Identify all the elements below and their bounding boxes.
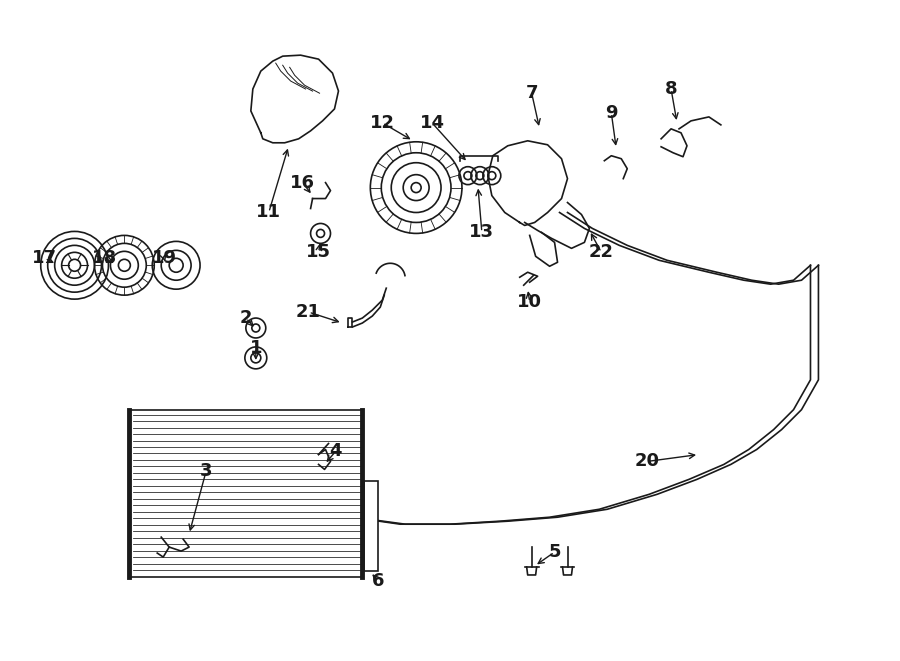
- Text: 18: 18: [92, 249, 117, 267]
- Text: 16: 16: [290, 174, 315, 192]
- Bar: [364, 481, 378, 571]
- Text: 19: 19: [152, 249, 176, 267]
- Text: 12: 12: [370, 114, 395, 132]
- Text: 6: 6: [372, 572, 384, 590]
- Text: 15: 15: [306, 243, 331, 261]
- Text: 22: 22: [589, 243, 614, 261]
- Text: 8: 8: [665, 80, 678, 98]
- Bar: [130, 410, 364, 577]
- Text: 17: 17: [32, 249, 58, 267]
- Text: 20: 20: [634, 452, 660, 471]
- Text: 2: 2: [239, 309, 252, 327]
- Text: 11: 11: [256, 204, 282, 221]
- Text: 7: 7: [526, 84, 538, 102]
- Text: 10: 10: [518, 293, 542, 311]
- Text: 5: 5: [548, 543, 561, 561]
- Text: 4: 4: [329, 442, 342, 461]
- Text: 9: 9: [605, 104, 617, 122]
- Text: 14: 14: [419, 114, 445, 132]
- Text: 13: 13: [470, 223, 494, 241]
- Text: 1: 1: [249, 339, 262, 357]
- Text: 3: 3: [200, 463, 212, 481]
- Text: 21: 21: [296, 303, 321, 321]
